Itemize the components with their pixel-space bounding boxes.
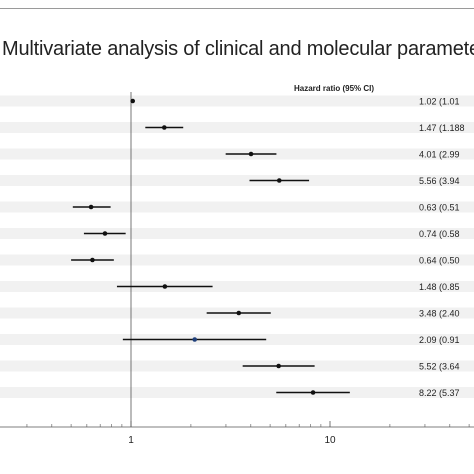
x-axis: 1 10 [0, 421, 474, 446]
row-band [0, 387, 474, 398]
hr-label: 1.02 (1.01 [419, 97, 460, 107]
hr-point [192, 337, 198, 342]
row-band [0, 175, 474, 186]
row-band [0, 360, 474, 372]
hr-label: 0.74 (0.58 [419, 229, 460, 239]
hr-point [276, 363, 281, 369]
hr-label: 2.09 (0.91 [419, 335, 460, 345]
hr-label: 0.64 (0.50 [419, 256, 460, 266]
hr-point [236, 310, 242, 316]
hr-point [276, 178, 282, 183]
hr-label: 1.47 (1.188 [419, 123, 465, 133]
row-band [0, 95, 474, 107]
hr-label: 8.22 (5.37 [419, 388, 460, 398]
hr-point [248, 151, 254, 157]
row-bands [0, 95, 474, 398]
hr-label: 1.48 (0.85 [419, 282, 460, 292]
hr-label: 0.63 (0.51 [419, 203, 460, 213]
hr-label: 5.56 (3.94 [419, 176, 460, 186]
hr-point [161, 125, 167, 130]
estimate-marks [71, 98, 350, 395]
hr-point [102, 231, 108, 236]
row-band [0, 201, 474, 213]
column-header: Hazard ratio (95% CI) [294, 84, 374, 93]
hr-label: 3.48 (2.40 [419, 309, 460, 319]
hr-label: 5.52 (3.64 [419, 362, 460, 372]
row-band [0, 254, 474, 266]
hr-point [90, 257, 95, 263]
hr-point [130, 98, 136, 104]
top-border-line [0, 0, 474, 9]
row-band [0, 122, 474, 133]
chart-title: Multivariate analysis of clinical and mo… [2, 38, 474, 60]
hr-point [88, 204, 94, 210]
row-band [0, 281, 474, 292]
hr-label: 4.01 (2.99 [419, 150, 460, 160]
hr-point [310, 390, 316, 395]
x-tick-label: 1 [128, 435, 134, 446]
hr-labels: 1.02 (1.01 1.47 (1.188 4.01 (2.99 5.56 (3.9… [419, 97, 465, 399]
x-tick-label: 10 [324, 435, 336, 446]
hr-point [162, 284, 168, 289]
row-band [0, 228, 474, 239]
